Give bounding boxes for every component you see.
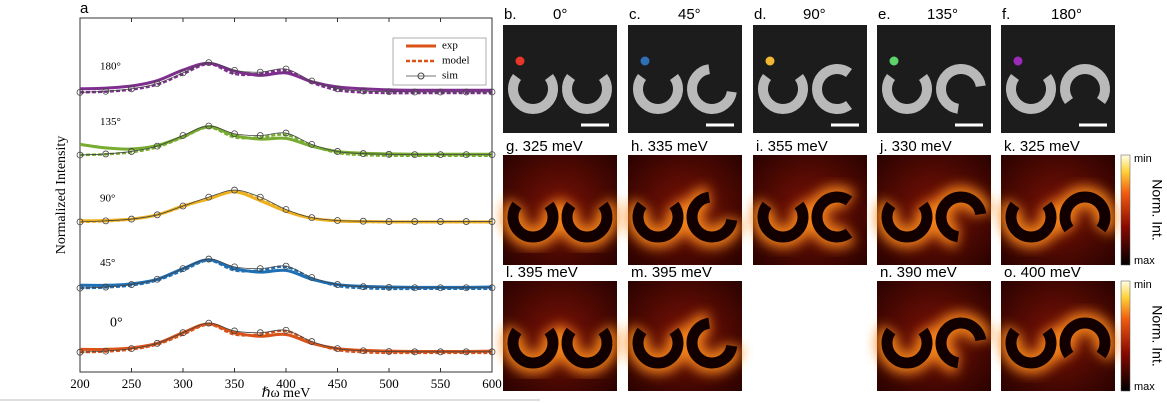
marker-dot bbox=[890, 57, 899, 66]
angle-label: 45° bbox=[678, 6, 701, 23]
angle-label: 90° bbox=[803, 6, 826, 23]
panel-label: b. bbox=[504, 6, 517, 23]
curve-label: 180° bbox=[100, 60, 121, 72]
marker-dot bbox=[1014, 57, 1023, 66]
angle-label: 180° bbox=[1051, 6, 1082, 23]
marker-dot bbox=[766, 57, 775, 66]
colorbar bbox=[1121, 155, 1130, 265]
panel-label: d. bbox=[754, 6, 767, 23]
colorbar-top: min bbox=[1134, 279, 1152, 291]
angle-label: 0° bbox=[553, 6, 567, 23]
sem-image bbox=[753, 25, 867, 133]
x-tick-label: 400 bbox=[276, 376, 296, 391]
x-tick-label: 600 bbox=[482, 376, 502, 391]
map-label: o. 400 meV bbox=[1004, 264, 1081, 281]
x-tick-label: 450 bbox=[328, 376, 348, 391]
map-label: g. 325 meV bbox=[506, 138, 583, 155]
map-label: m. 395 meV bbox=[631, 264, 712, 281]
angle-label: 135° bbox=[927, 6, 958, 23]
marker-dot bbox=[516, 57, 525, 66]
legend-label: sim bbox=[442, 70, 458, 82]
curve-label: 0° bbox=[110, 316, 123, 331]
colorbar-title: Norm. Int. bbox=[1149, 305, 1165, 366]
colorbar-bottom: max bbox=[1134, 255, 1155, 267]
colorbar-top: min bbox=[1134, 153, 1152, 165]
x-tick-label: 550 bbox=[431, 376, 451, 391]
y-axis-label: Normalized Intensity bbox=[54, 136, 69, 255]
colorbar bbox=[1121, 281, 1130, 391]
map-label: h. 335 meV bbox=[631, 138, 708, 155]
curve-label: 45° bbox=[100, 257, 115, 269]
map-label: j. 330 meV bbox=[879, 138, 952, 155]
map-label: k. 325 meV bbox=[1004, 138, 1080, 155]
legend-label: model bbox=[442, 55, 470, 67]
x-tick-label: 350 bbox=[225, 376, 245, 391]
x-tick-label: 200 bbox=[70, 376, 90, 391]
colorbar-bottom: max bbox=[1134, 381, 1155, 393]
sem-image bbox=[503, 25, 617, 133]
figure: a ℏω meV Normalized Intensity 2002503003… bbox=[0, 0, 1167, 403]
map-label: n. 390 meV bbox=[880, 264, 957, 281]
sem-image bbox=[628, 25, 742, 133]
panel-label: f. bbox=[1002, 6, 1010, 23]
map-label: i. 355 meV bbox=[756, 138, 828, 155]
x-tick-label: 300 bbox=[173, 376, 193, 391]
x-tick-label: 500 bbox=[379, 376, 399, 391]
map-label: l. 395 meV bbox=[506, 264, 578, 281]
legend-label: exp bbox=[442, 40, 458, 52]
marker-dot bbox=[641, 57, 650, 66]
panel-label: c. bbox=[629, 6, 641, 23]
colorbar-title: Norm. Int. bbox=[1149, 179, 1165, 240]
curve-label: 135° bbox=[100, 116, 121, 128]
panel-label: e. bbox=[878, 6, 891, 23]
panel-label: a bbox=[80, 0, 89, 17]
x-tick-label: 250 bbox=[122, 376, 142, 391]
curve-label: 90° bbox=[100, 192, 115, 204]
